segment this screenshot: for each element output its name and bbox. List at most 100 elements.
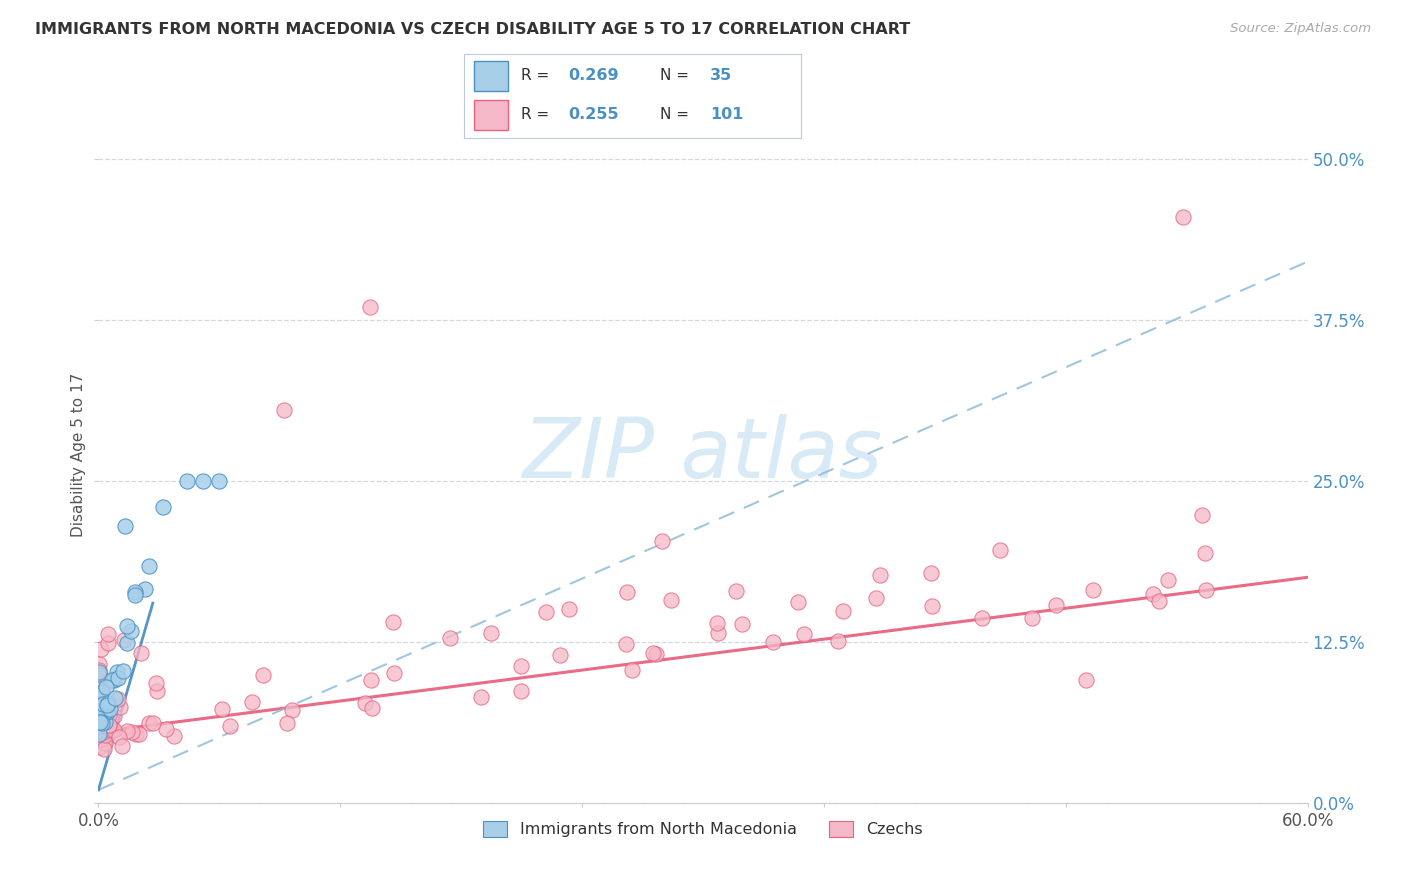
Point <box>114 518 136 533</box>
Point <box>93 728 115 742</box>
Point <box>91 701 114 715</box>
Point <box>98 702 121 716</box>
Point <box>128 727 150 741</box>
Point <box>276 715 298 730</box>
Point <box>104 690 127 705</box>
Point <box>124 584 146 599</box>
Point <box>510 684 533 698</box>
Point <box>659 593 682 607</box>
Point <box>382 665 405 680</box>
Point <box>921 599 943 614</box>
Point <box>1083 583 1105 598</box>
Point <box>91 685 114 699</box>
Point <box>89 682 111 697</box>
Point <box>97 718 120 732</box>
Point <box>706 626 728 640</box>
Point <box>115 723 138 738</box>
Point <box>89 727 111 741</box>
Text: R =: R = <box>522 107 554 122</box>
Point <box>281 703 304 717</box>
Point <box>100 721 122 735</box>
Point <box>1156 573 1178 587</box>
Point <box>145 676 167 690</box>
Point <box>94 714 117 729</box>
Point <box>97 707 120 722</box>
Point <box>89 714 111 729</box>
Point <box>90 715 112 730</box>
Point <box>94 736 117 750</box>
Point <box>96 698 118 713</box>
Point <box>360 300 382 314</box>
Text: IMMIGRANTS FROM NORTH MACEDONIA VS CZECH DISABILITY AGE 5 TO 17 CORRELATION CHAR: IMMIGRANTS FROM NORTH MACEDONIA VS CZECH… <box>35 22 911 37</box>
Point <box>121 725 143 739</box>
Point <box>94 700 117 714</box>
Point <box>988 543 1011 558</box>
Y-axis label: Disability Age 5 to 17: Disability Age 5 to 17 <box>70 373 86 537</box>
Point <box>89 668 111 682</box>
Point <box>96 703 118 717</box>
Point <box>827 634 849 648</box>
Point <box>90 716 112 731</box>
Point <box>558 602 581 616</box>
Point <box>97 627 120 641</box>
Point <box>163 729 186 743</box>
Text: 0.269: 0.269 <box>568 68 619 83</box>
Point <box>240 695 263 709</box>
Point <box>107 692 129 706</box>
Point <box>108 731 131 745</box>
Point <box>614 637 637 651</box>
Point <box>90 731 112 746</box>
Point <box>124 589 146 603</box>
Text: R =: R = <box>522 68 554 83</box>
Point <box>1191 508 1213 523</box>
Point <box>93 742 115 756</box>
Point <box>731 617 754 632</box>
Point <box>111 664 134 678</box>
Point <box>354 696 377 710</box>
Point <box>129 646 152 660</box>
Text: 101: 101 <box>710 107 744 122</box>
Text: ZIP atlas: ZIP atlas <box>523 415 883 495</box>
Point <box>970 610 993 624</box>
Point <box>107 671 129 685</box>
Point <box>920 566 942 580</box>
Point <box>548 648 571 663</box>
Point <box>103 723 125 737</box>
Point <box>97 698 120 712</box>
Point <box>91 725 114 739</box>
Point <box>641 646 664 660</box>
Point <box>96 636 118 650</box>
Point <box>211 702 233 716</box>
Point <box>105 665 128 680</box>
Point <box>1021 611 1043 625</box>
Point <box>112 633 135 648</box>
Legend: Immigrants from North Macedonia, Czechs: Immigrants from North Macedonia, Czechs <box>477 814 929 844</box>
Point <box>534 605 557 619</box>
Point <box>96 726 118 740</box>
FancyBboxPatch shape <box>474 62 508 91</box>
Point <box>89 657 111 671</box>
Point <box>89 706 111 720</box>
Text: N =: N = <box>659 107 693 122</box>
Point <box>98 717 121 731</box>
Point <box>103 708 125 723</box>
Point <box>97 696 120 710</box>
Point <box>89 719 111 733</box>
Point <box>134 582 156 596</box>
Point <box>1195 582 1218 597</box>
Point <box>90 717 112 731</box>
Point <box>89 663 111 677</box>
Point <box>620 663 643 677</box>
Point <box>470 690 492 704</box>
Point <box>120 624 142 638</box>
Point <box>90 641 112 656</box>
Point <box>725 583 748 598</box>
Point <box>1045 598 1067 612</box>
Point <box>152 500 174 514</box>
Point <box>100 723 122 737</box>
Text: N =: N = <box>659 68 693 83</box>
Point <box>644 647 666 661</box>
Point <box>361 701 384 715</box>
Point <box>125 727 148 741</box>
Point <box>706 615 728 630</box>
